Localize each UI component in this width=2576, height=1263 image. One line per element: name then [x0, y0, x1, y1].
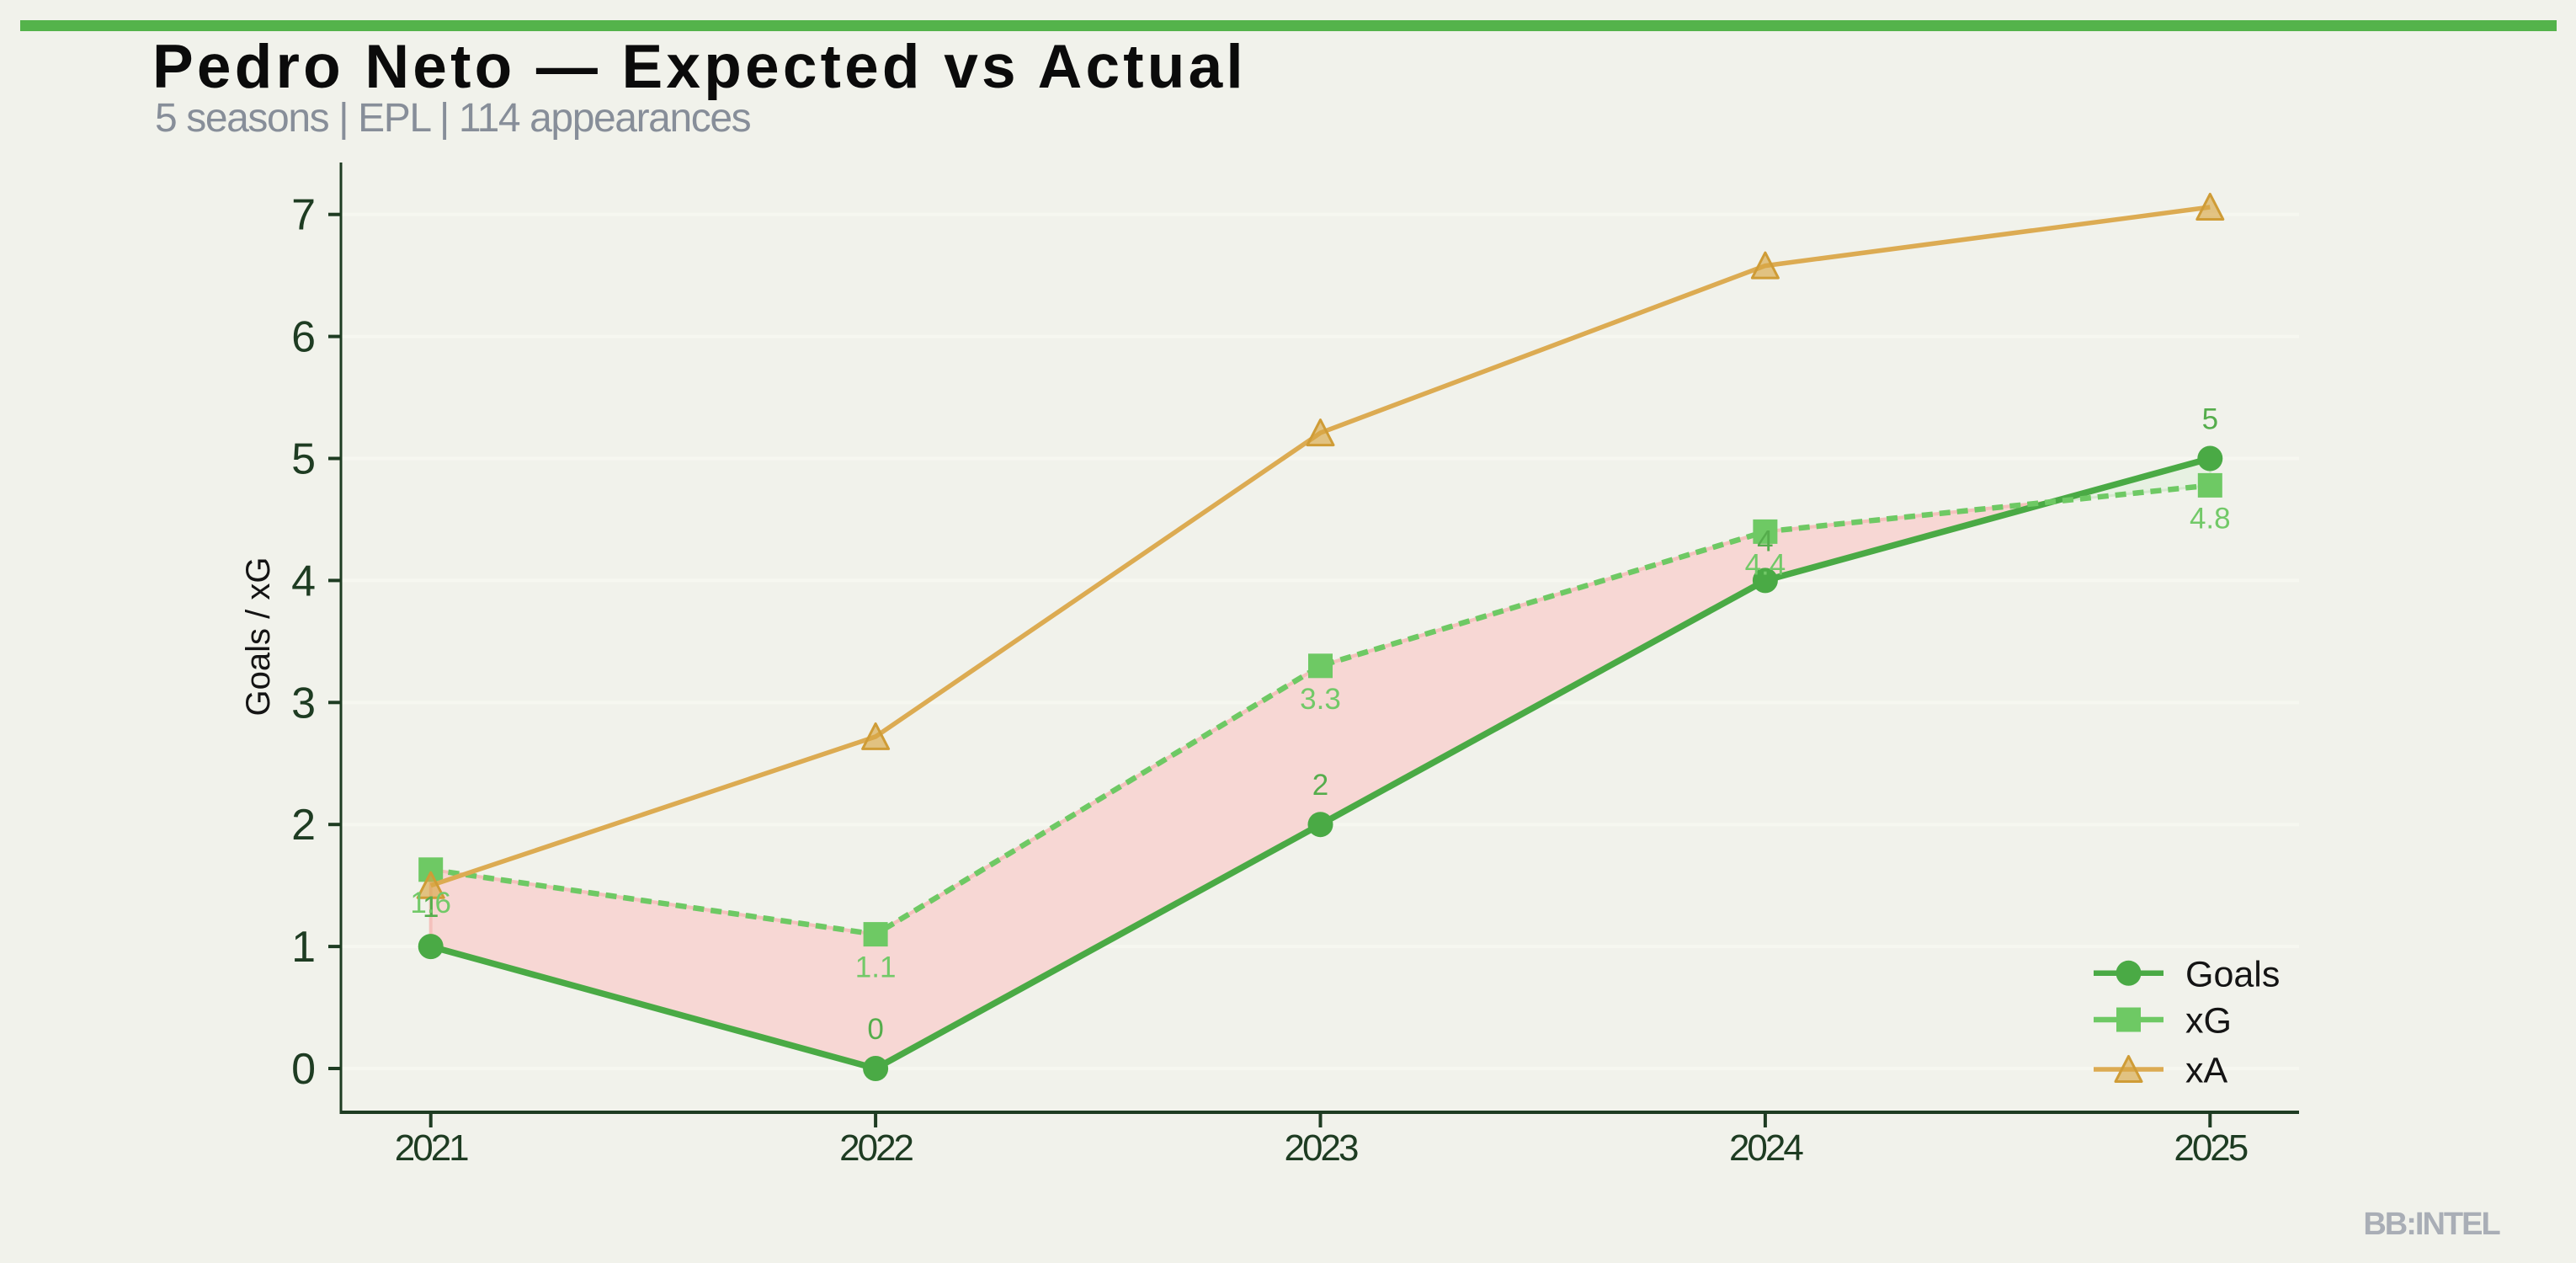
- svg-text:0: 0: [867, 1013, 883, 1046]
- svg-text:3.3: 3.3: [1300, 683, 1341, 716]
- svg-text:2: 2: [1312, 769, 1328, 802]
- svg-text:1.6: 1.6: [410, 887, 451, 919]
- svg-text:xA: xA: [2185, 1051, 2228, 1091]
- svg-text:4: 4: [1757, 525, 1773, 557]
- svg-text:5: 5: [2202, 403, 2218, 436]
- svg-text:1.1: 1.1: [855, 951, 897, 984]
- svg-text:1: 1: [423, 891, 439, 924]
- svg-text:BB:INTEL: BB:INTEL: [2363, 1207, 2500, 1242]
- svg-text:2: 2: [291, 801, 316, 850]
- svg-text:4.8: 4.8: [2190, 502, 2231, 535]
- svg-text:2022: 2022: [839, 1127, 913, 1169]
- svg-text:0: 0: [291, 1045, 316, 1094]
- svg-text:5 seasons | EPL | 114 appearan: 5 seasons | EPL | 114 appearances: [155, 96, 751, 141]
- svg-text:xG: xG: [2185, 1001, 2232, 1042]
- svg-text:4: 4: [291, 557, 316, 605]
- svg-text:5: 5: [291, 435, 316, 484]
- svg-text:6: 6: [291, 313, 316, 362]
- svg-text:7: 7: [291, 191, 316, 240]
- svg-text:2024: 2024: [1729, 1127, 1803, 1169]
- svg-text:Goals / xG: Goals / xG: [240, 557, 277, 717]
- svg-text:2023: 2023: [1285, 1127, 1358, 1169]
- svg-text:1: 1: [291, 923, 316, 972]
- svg-text:Goals: Goals: [2185, 954, 2280, 994]
- svg-text:3: 3: [291, 679, 316, 727]
- svg-text:2025: 2025: [2174, 1127, 2247, 1169]
- svg-text:4.4: 4.4: [1745, 548, 1786, 581]
- svg-text:2021: 2021: [395, 1127, 468, 1169]
- svg-text:Pedro Neto — Expected vs Actua: Pedro Neto — Expected vs Actual: [152, 33, 1247, 101]
